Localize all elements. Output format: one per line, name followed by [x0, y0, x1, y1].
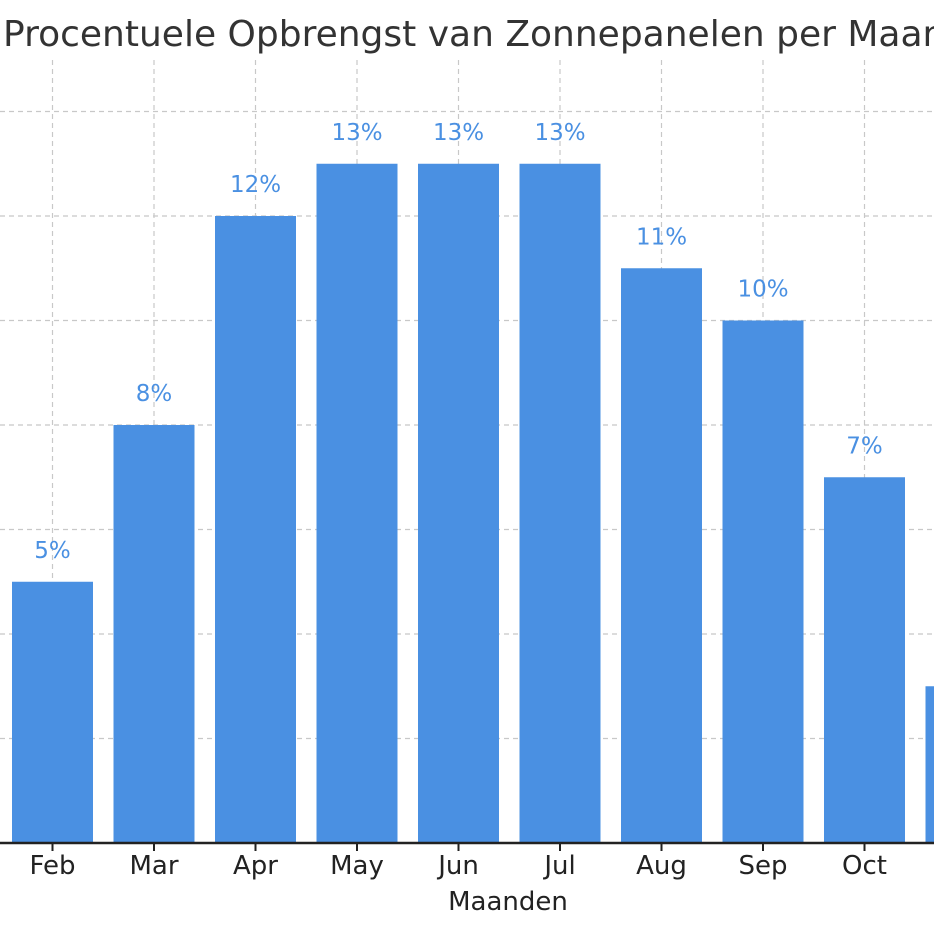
data-label-mar: 8%	[136, 381, 173, 407]
bar-nov	[925, 686, 934, 843]
chart-title: Procentuele Opbrengst van Zonnepanelen p…	[3, 14, 934, 55]
x-ticks: FebMarAprMayJunJulAugSepOctNov	[29, 843, 887, 881]
x-tick-label-oct: Oct	[842, 851, 887, 881]
data-label-jun: 13%	[433, 120, 484, 146]
data-label-aug: 11%	[636, 224, 687, 250]
x-axis-label: Maanden	[448, 887, 568, 917]
x-tick-label-feb: Feb	[29, 851, 75, 881]
data-label-apr: 12%	[230, 172, 281, 198]
bar-oct	[824, 477, 905, 843]
bar-aug	[621, 268, 702, 843]
x-tick-label-aug: Aug	[636, 851, 687, 881]
data-labels: 5% 8% 12% 13% 13% 13% 11% 10% 7%	[34, 120, 883, 564]
x-tick-label-jul: Jul	[542, 851, 575, 881]
x-tick-label-may: May	[330, 851, 384, 881]
data-label-oct: 7%	[846, 433, 883, 459]
data-label-jul: 13%	[534, 120, 585, 146]
bar-jun	[418, 163, 499, 843]
bar-jul	[519, 163, 601, 843]
x-tick-label-apr: Apr	[233, 851, 278, 881]
data-label-sep: 10%	[737, 277, 788, 303]
x-tick-label-sep: Sep	[738, 851, 787, 881]
x-tick-label-mar: Mar	[129, 851, 178, 881]
bar-apr	[215, 216, 296, 843]
bar-may	[316, 163, 398, 843]
data-label-feb: 5%	[34, 538, 71, 564]
bar-mar	[113, 425, 195, 843]
bar-feb	[12, 581, 93, 843]
bar-sep	[722, 320, 804, 843]
data-label-may: 13%	[331, 120, 382, 146]
bars	[12, 163, 934, 843]
x-tick-label-jun: Jun	[436, 851, 479, 881]
